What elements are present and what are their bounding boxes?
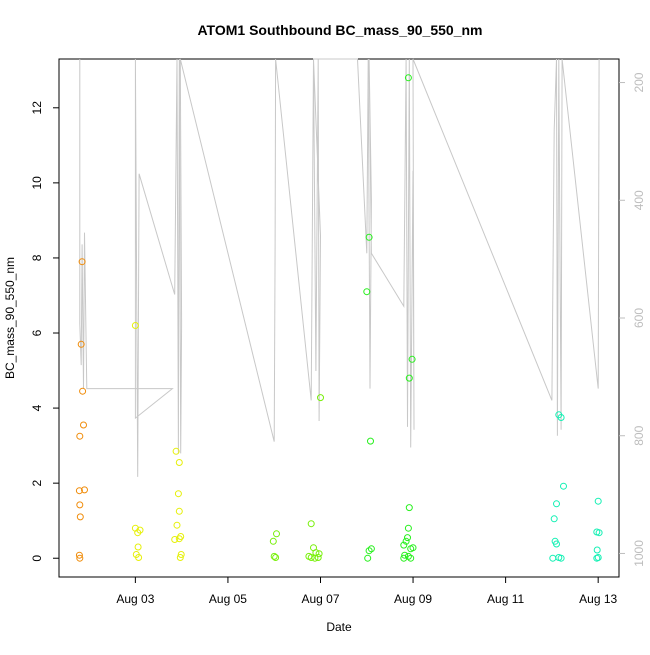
data-point (76, 501, 84, 509)
data-point (171, 536, 179, 543)
x-tick-label: Aug 05 (209, 592, 247, 606)
data-point (80, 421, 87, 429)
scatter-points-layer (75, 74, 603, 562)
pressure-line (79, 58, 600, 477)
data-point (172, 447, 180, 455)
x-axis: Aug 03 Aug 05 Aug 07 Aug 09 Aug 11 Aug 13 (116, 577, 618, 606)
data-point (174, 490, 182, 498)
data-point (404, 524, 412, 532)
data-point (311, 554, 319, 562)
x-tick-label: Aug 11 (487, 592, 524, 606)
y-axis-label: BC_mass_90_550_nm (3, 257, 17, 379)
data-point (273, 530, 280, 538)
data-point (134, 529, 142, 537)
data-point (269, 537, 277, 545)
y-right-tick-label: 600 (632, 308, 646, 328)
data-point (560, 482, 567, 490)
data-point (307, 554, 315, 561)
data-point (593, 546, 601, 554)
x-axis-label: Date (326, 620, 352, 634)
data-point (401, 551, 409, 559)
x-tick-label: Aug 09 (394, 592, 432, 606)
data-point (81, 486, 88, 494)
data-point (363, 288, 371, 296)
data-point (557, 554, 565, 562)
data-point (367, 545, 375, 553)
data-point (553, 500, 560, 508)
data-point (76, 554, 84, 562)
y-tick-label: 2 (30, 480, 44, 487)
data-point (549, 554, 557, 562)
data-point (176, 554, 184, 561)
y-tick-label: 6 (30, 329, 44, 336)
pressure-line-layer (79, 58, 600, 477)
y-tick-label: 10 (30, 176, 44, 190)
data-point (404, 552, 412, 560)
data-point (405, 504, 413, 512)
data-point (175, 535, 183, 543)
data-point (365, 547, 373, 555)
data-point (173, 521, 181, 529)
y-tick-label: 12 (30, 101, 44, 115)
chart-title: ATOM1 Southbound BC_mass_90_550_nm (197, 22, 482, 38)
x-tick-label: Aug 07 (301, 592, 339, 606)
data-point (315, 550, 323, 558)
data-point (131, 322, 139, 329)
data-point (76, 432, 84, 440)
data-point (75, 551, 83, 559)
data-point (550, 515, 558, 523)
data-point (407, 554, 415, 562)
data-point (367, 437, 374, 445)
y-axis-right: 200 400 600 800 1000 (619, 72, 646, 567)
data-point (402, 537, 410, 545)
data-point (77, 340, 85, 348)
data-point (409, 544, 417, 552)
data-point (364, 554, 372, 562)
data-point (78, 258, 86, 266)
data-point (272, 554, 280, 561)
data-point (175, 459, 183, 466)
x-tick-label: Aug 03 (116, 592, 154, 606)
data-point (307, 520, 315, 528)
data-point (557, 414, 565, 421)
y-tick-label: 0 (30, 555, 44, 562)
x-tick-label: Aug 13 (579, 592, 617, 606)
data-point (404, 74, 412, 82)
data-point (404, 534, 411, 542)
data-point (134, 543, 142, 551)
y-right-tick-label: 1000 (632, 540, 646, 567)
data-point (365, 233, 373, 241)
data-point (553, 540, 560, 548)
y-tick-label: 8 (30, 254, 44, 261)
data-point (400, 554, 408, 562)
data-point (270, 552, 278, 560)
data-point (400, 541, 408, 549)
data-point (79, 387, 87, 395)
data-point (594, 497, 602, 505)
data-point (135, 554, 143, 561)
data-point (175, 507, 183, 515)
data-point (76, 513, 84, 521)
y-right-tick-label: 800 (632, 425, 646, 445)
plot-border (58, 58, 620, 578)
data-point (408, 355, 416, 363)
data-point (317, 394, 324, 402)
y-right-tick-label: 200 (632, 72, 646, 92)
data-point (405, 374, 413, 382)
y-axis-left: 0 2 4 6 8 10 12 (30, 101, 59, 562)
y-tick-label: 4 (30, 404, 44, 411)
data-point (75, 487, 83, 495)
y-right-tick-label: 400 (632, 190, 646, 210)
data-point (314, 554, 322, 561)
data-point (593, 554, 601, 562)
data-point (177, 551, 185, 558)
data-point (595, 529, 603, 537)
